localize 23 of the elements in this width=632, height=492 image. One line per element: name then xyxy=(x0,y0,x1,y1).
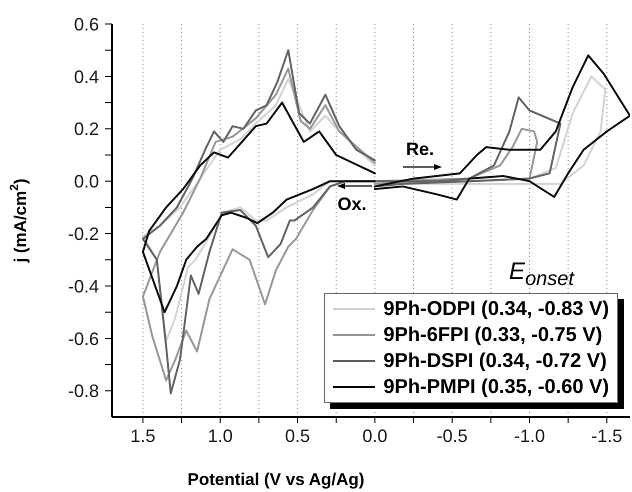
x-tick-label: -1.0 xyxy=(514,426,546,446)
legend-label: 9Ph-PMPI (0.35, -0.60 V) xyxy=(383,376,609,398)
x-axis-title: Potential (V vs Ag/Ag) xyxy=(188,470,364,489)
legend-label: 9Ph-ODPI (0.34, -0.83 V) xyxy=(383,298,609,320)
y-tick-label: -0.8 xyxy=(68,381,99,402)
annotation: Ox. xyxy=(337,194,367,214)
y-tick-label: 0.6 xyxy=(74,14,99,34)
y-tick-label: -0.4 xyxy=(68,276,99,296)
x-tick-label: -0.5 xyxy=(436,426,468,446)
annotation: Re. xyxy=(406,138,434,159)
x-tick-label: 0.5 xyxy=(285,426,310,446)
legend-label: 9Ph-6FPI (0.33, -0.75 V) xyxy=(383,324,602,346)
x-tick-label: -1.5 xyxy=(591,426,622,446)
legend-title: E$_{onset}$ xyxy=(509,258,574,291)
y-tick-label: 0.4 xyxy=(74,66,99,87)
y-tick-label: 0.2 xyxy=(74,119,99,140)
legend-label: 9Ph-DSPI (0.34, -0.72 V) xyxy=(383,350,607,372)
x-tick-label: 0.0 xyxy=(362,426,388,446)
x-tick-label: 1.5 xyxy=(130,426,156,446)
y-tick-label: -0.2 xyxy=(68,224,99,244)
y-tick-label: 0.0 xyxy=(74,172,99,192)
y-tick-label: -0.6 xyxy=(68,328,99,349)
x-tick-label: 1.0 xyxy=(208,426,233,446)
